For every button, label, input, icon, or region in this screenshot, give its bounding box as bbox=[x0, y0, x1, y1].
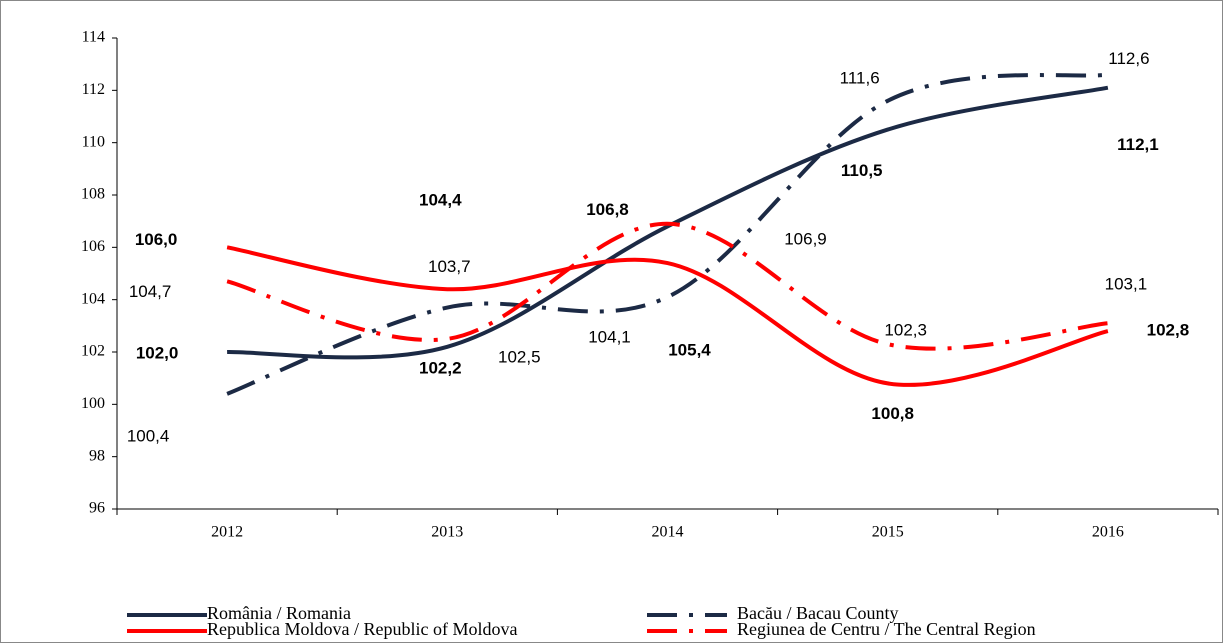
data-label: 106,8 bbox=[586, 200, 629, 219]
legend-label: Bacău / Bacau County bbox=[737, 603, 898, 623]
y-tick-label: 110 bbox=[82, 133, 105, 150]
x-tick-label: 2013 bbox=[431, 524, 463, 541]
series-line bbox=[226, 245, 1109, 387]
x-tick-label: 2016 bbox=[1092, 524, 1124, 541]
x-tick-label: 2012 bbox=[211, 524, 243, 541]
data-label: 102,0 bbox=[136, 343, 179, 362]
x-tick-label: 2014 bbox=[652, 524, 684, 541]
data-label: 106,9 bbox=[784, 229, 827, 248]
legend-label: România / Romania bbox=[207, 603, 351, 623]
y-tick-label: 112 bbox=[82, 81, 105, 98]
data-label: 112,1 bbox=[1117, 135, 1159, 154]
y-tick-label: 114 bbox=[82, 29, 105, 46]
legend-label: Regiunea de Centru / The Central Region bbox=[737, 619, 1036, 639]
data-label: 103,1 bbox=[1105, 275, 1148, 294]
y-tick-label: 100 bbox=[81, 395, 105, 412]
series-line bbox=[226, 221, 1109, 351]
data-label: 102,3 bbox=[884, 321, 927, 340]
legend-label: Republica Moldova / Republic of Moldova bbox=[207, 619, 517, 639]
x-tick-label: 2015 bbox=[872, 524, 904, 541]
data-label: 102,5 bbox=[498, 347, 541, 366]
data-label: 104,7 bbox=[129, 282, 172, 301]
data-label: 104,4 bbox=[419, 191, 462, 210]
data-label: 100,8 bbox=[871, 404, 914, 423]
y-tick-label: 106 bbox=[81, 238, 105, 255]
data-label: 100,4 bbox=[127, 426, 170, 445]
y-tick-label: 98 bbox=[89, 447, 105, 464]
series-line bbox=[226, 72, 1109, 396]
data-label: 103,7 bbox=[428, 257, 471, 276]
data-label: 111,6 bbox=[840, 68, 880, 87]
data-label: 106,0 bbox=[135, 230, 178, 249]
data-label: 105,4 bbox=[668, 341, 711, 360]
data-label: 102,8 bbox=[1147, 321, 1190, 340]
data-label: 112,6 bbox=[1108, 49, 1149, 68]
series-line bbox=[227, 85, 1109, 360]
y-tick-label: 102 bbox=[81, 343, 105, 360]
data-label: 104,1 bbox=[588, 328, 631, 347]
y-tick-label: 108 bbox=[81, 186, 105, 203]
data-label: 110,5 bbox=[841, 161, 883, 180]
y-tick-label: 104 bbox=[81, 290, 105, 307]
data-label: 102,2 bbox=[419, 358, 462, 377]
y-tick-label: 96 bbox=[89, 500, 105, 517]
